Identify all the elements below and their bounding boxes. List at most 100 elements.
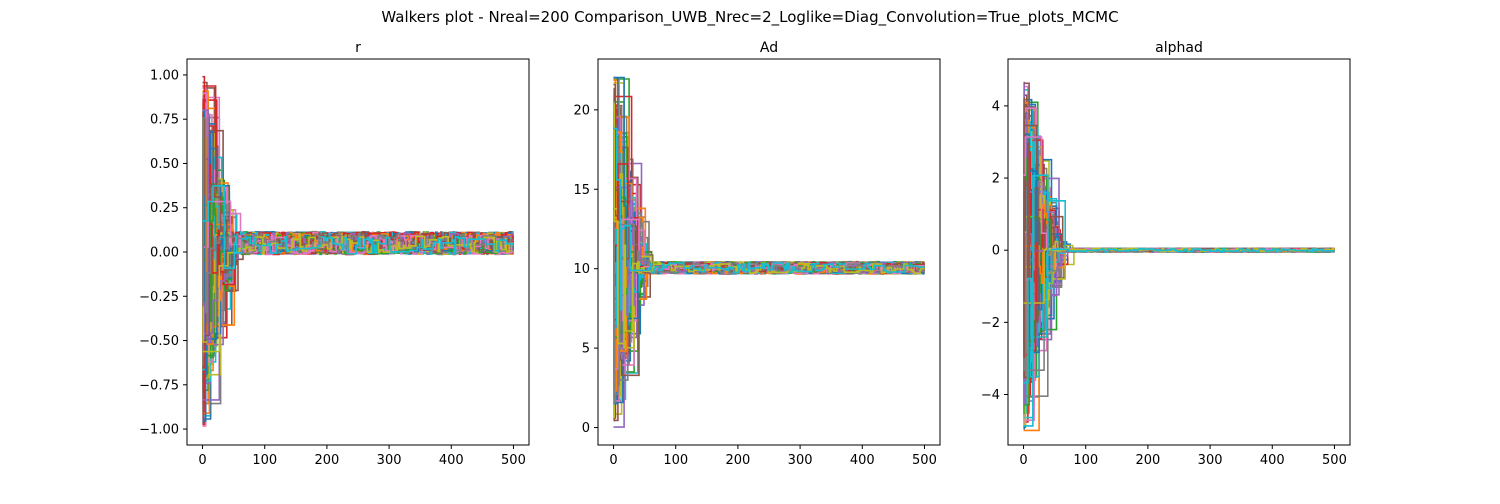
walker-trace — [1023, 182, 1335, 333]
walker-trace — [1023, 107, 1335, 254]
walker-trace — [613, 229, 925, 382]
walker-trace — [613, 103, 925, 345]
y-tick-label: 0.75 — [150, 113, 179, 128]
y-tick-label: 20 — [573, 103, 590, 118]
walker-trace — [1023, 199, 1335, 372]
walker-trace — [202, 195, 514, 355]
walker-trace — [1023, 119, 1335, 255]
walker-trace — [1023, 248, 1335, 324]
walker-trace — [202, 234, 514, 393]
x-tick-label: 300 — [788, 453, 813, 468]
walker-trace — [613, 112, 925, 275]
walker-trace — [613, 237, 925, 370]
y-tick-label: 2 — [992, 172, 1000, 187]
walker-trace — [1023, 168, 1335, 298]
y-tick-label: 10 — [573, 262, 590, 277]
walker-trace — [1023, 142, 1335, 329]
walker-trace — [1023, 247, 1335, 304]
walker-trace — [1023, 114, 1335, 410]
walker-trace — [613, 150, 925, 329]
walker-trace — [202, 138, 514, 318]
walker-trace — [202, 146, 514, 280]
walker-trace — [613, 179, 925, 371]
walker-trace — [202, 137, 514, 317]
walker-trace — [1023, 138, 1335, 329]
walker-trace — [613, 146, 925, 350]
walker-trace — [1023, 114, 1335, 340]
walker-trace — [1023, 187, 1335, 409]
walker-trace — [1023, 233, 1335, 405]
walker-trace — [613, 168, 925, 325]
walker-trace — [1023, 149, 1335, 401]
walker-trace — [613, 193, 925, 428]
walker-trace — [202, 142, 514, 303]
x-tick-label: 100 — [663, 453, 688, 468]
walker-trace — [1023, 175, 1335, 342]
x-tick-label: 100 — [1073, 453, 1098, 468]
walker-trace — [1023, 133, 1335, 331]
walker-trace — [202, 189, 514, 327]
walker-trace — [1023, 135, 1335, 328]
walker-trace — [613, 263, 925, 401]
walker-trace — [202, 100, 514, 335]
walker-trace — [613, 156, 925, 274]
walker-trace — [1023, 141, 1335, 253]
walker-trace — [1023, 135, 1335, 318]
walker-trace — [202, 231, 514, 420]
walker-trace — [1023, 198, 1335, 316]
y-tick-label: −0.25 — [139, 290, 179, 305]
walker-trace — [613, 200, 925, 303]
walker-trace — [1023, 202, 1335, 356]
x-tick-label: 200 — [725, 453, 750, 468]
walker-trace — [613, 125, 925, 388]
walker-trace — [1023, 204, 1335, 397]
walker-trace — [202, 191, 514, 359]
walker-trace — [1023, 140, 1335, 323]
walker-trace — [1023, 214, 1335, 402]
walker-trace — [202, 123, 514, 292]
walker-trace — [202, 182, 514, 425]
walker-trace — [613, 76, 925, 272]
walker-trace — [202, 235, 514, 391]
walker-trace — [1023, 176, 1335, 378]
walker-trace — [202, 212, 514, 325]
walker-trace — [202, 236, 514, 370]
walker-trace — [1023, 247, 1335, 427]
walker-trace — [613, 179, 925, 381]
walker-trace — [202, 158, 514, 354]
walker-trace — [613, 183, 925, 336]
subplot-0: r 0 100 200 300 400 500 −1.00 −0.75 −0.50 −0.25 0.0… — [139, 40, 530, 468]
walker-trace — [1023, 214, 1335, 371]
walker-trace — [613, 167, 925, 353]
walker-trace — [613, 82, 925, 275]
walker-trace — [613, 151, 925, 348]
walker-trace — [202, 103, 514, 303]
walker-trace — [613, 156, 925, 360]
walker-trace — [1023, 143, 1335, 333]
walker-trace — [613, 145, 925, 366]
walker-trace — [613, 231, 925, 400]
x-tick-label: 300 — [377, 453, 402, 468]
walker-trace — [613, 155, 925, 320]
walker-trace — [1023, 143, 1335, 284]
walker-trace — [1023, 212, 1335, 324]
walker-trace — [1023, 107, 1335, 296]
walker-trace — [613, 169, 925, 335]
walker-trace — [613, 196, 925, 398]
walker-trace — [1023, 124, 1335, 428]
x-tick-label: 200 — [1135, 453, 1160, 468]
walker-trace — [202, 151, 514, 384]
axes-frame — [1007, 58, 1351, 446]
walker-trace — [613, 170, 925, 417]
walker-trace — [202, 123, 514, 300]
walker-trace — [1023, 143, 1335, 364]
y-tick-label: −4 — [981, 388, 1000, 403]
walker-trace — [613, 140, 925, 347]
walker-trace — [1023, 107, 1335, 291]
walker-trace — [613, 186, 925, 272]
walker-trace — [613, 205, 925, 303]
walker-trace — [613, 233, 925, 389]
walker-trace — [1023, 139, 1335, 253]
walker-trace — [202, 96, 514, 254]
walker-trace — [1023, 111, 1335, 258]
